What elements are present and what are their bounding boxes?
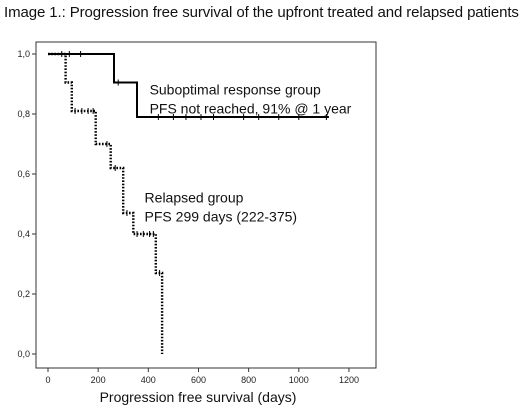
x-tick-label: 1200	[339, 375, 359, 385]
survival-curve-1	[48, 53, 329, 118]
x-tick-label: 400	[141, 375, 156, 385]
series-layer	[48, 52, 329, 354]
y-tick-label: 0,6	[17, 169, 30, 179]
censor-marks	[61, 51, 327, 276]
annotation-2-line-1: Relapsed group	[145, 190, 244, 206]
x-tick-label: 800	[241, 375, 256, 385]
x-axis-label: Progression free survival (days)	[100, 389, 297, 405]
annotation-2-line-2: PFS 299 days (222-375)	[145, 209, 298, 225]
annotations: Suboptimal response group PFS not reached…	[145, 82, 352, 225]
y-tick-label: 0,8	[17, 109, 30, 119]
annotation-1-line-2: PFS not reached, 91% @ 1 year	[150, 101, 352, 117]
x-tick-label: 1000	[289, 375, 309, 385]
y-tick-label: 0,0	[17, 349, 30, 359]
y-tick-label: 1,0	[17, 49, 30, 59]
plot-frame	[35, 41, 377, 369]
x-tick-label: 0	[45, 375, 50, 385]
page-title: Image 1.: Progression free survival of t…	[4, 4, 519, 21]
y-tick-label: 0,4	[17, 229, 30, 239]
annotation-1-line-1: Suboptimal response group	[150, 82, 321, 98]
x-tick-label: 200	[91, 375, 106, 385]
axis-ticks: 0 200 400 600 800 1000 1200 0,0 0,2 0,4 0,6 0,8 1,0	[17, 49, 358, 385]
x-tick-label: 600	[191, 375, 206, 385]
y-tick-label: 0,2	[17, 289, 30, 299]
survival-curve-2	[48, 52, 164, 354]
